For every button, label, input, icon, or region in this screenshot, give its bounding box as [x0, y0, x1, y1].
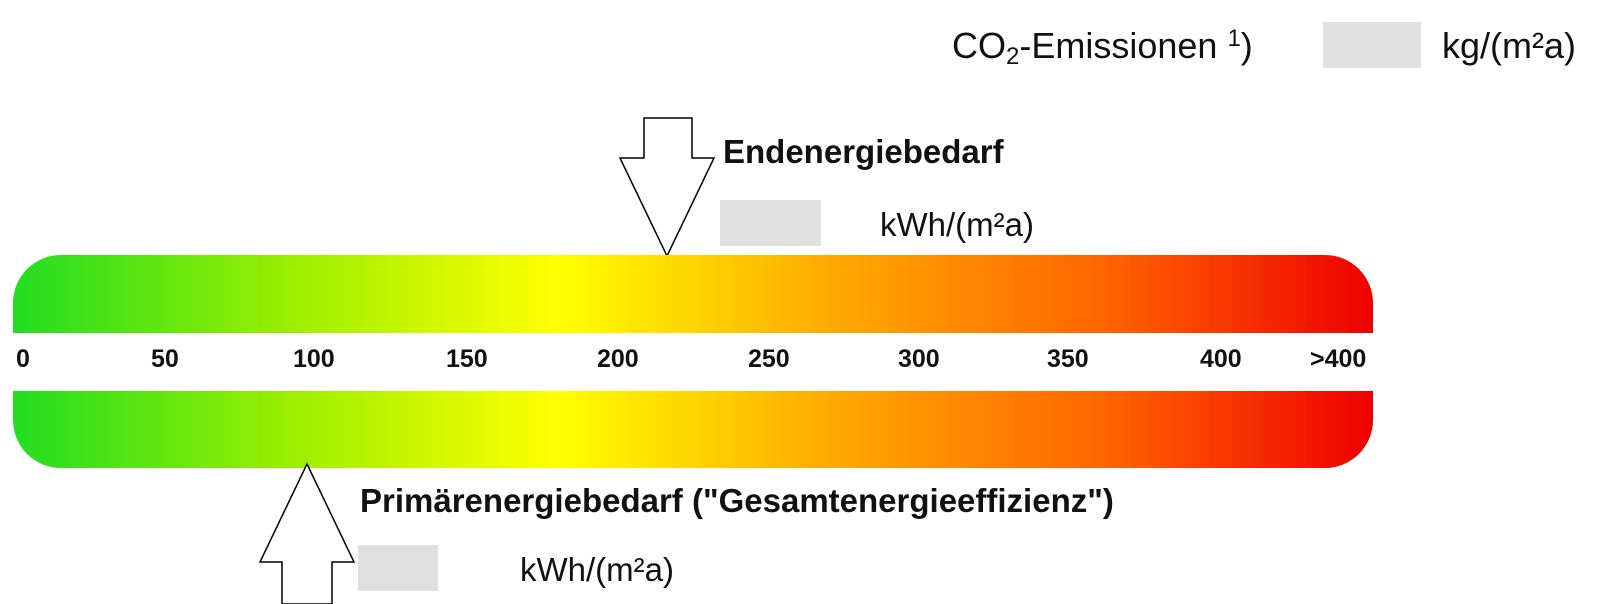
primary-energy-title: Primärenergiebedarf ("Gesamtenergieeffiz… — [360, 482, 1114, 519]
end-energy-title: Endenergiebedarf — [723, 133, 1004, 170]
scale-tick-label: 100 — [293, 345, 335, 373]
scale-tick-label: 250 — [748, 345, 790, 373]
co2-unit-label: kg/(m²a) — [1442, 25, 1576, 66]
scale-tick-label: 50 — [151, 345, 179, 373]
end-energy-value-field[interactable] — [720, 200, 821, 246]
scale-tick-label: 400 — [1200, 345, 1242, 373]
primary-energy-unit-label: kWh/(m²a) — [520, 551, 674, 588]
energy-scale-bar-top — [13, 255, 1373, 333]
co2-value-field[interactable] — [1323, 22, 1421, 68]
scale-tick-label: 350 — [1047, 345, 1089, 373]
energy-scale-bar-bottom — [13, 391, 1373, 468]
end-energy-arrow-down — [618, 117, 716, 258]
scale-tick-label: 150 — [446, 345, 488, 373]
scale-tick-label: >400 — [1310, 345, 1367, 373]
scale-tick-label: 200 — [597, 345, 639, 373]
scale-tick-label: 300 — [898, 345, 940, 373]
scale-tick-label: 0 — [16, 345, 30, 373]
end-energy-unit-label: kWh/(m²a) — [880, 206, 1034, 243]
primary-energy-arrow-up — [258, 462, 356, 604]
co2-emissions-label: CO2-Emissionen 1) — [952, 25, 1253, 70]
primary-energy-value-field[interactable] — [358, 545, 438, 591]
